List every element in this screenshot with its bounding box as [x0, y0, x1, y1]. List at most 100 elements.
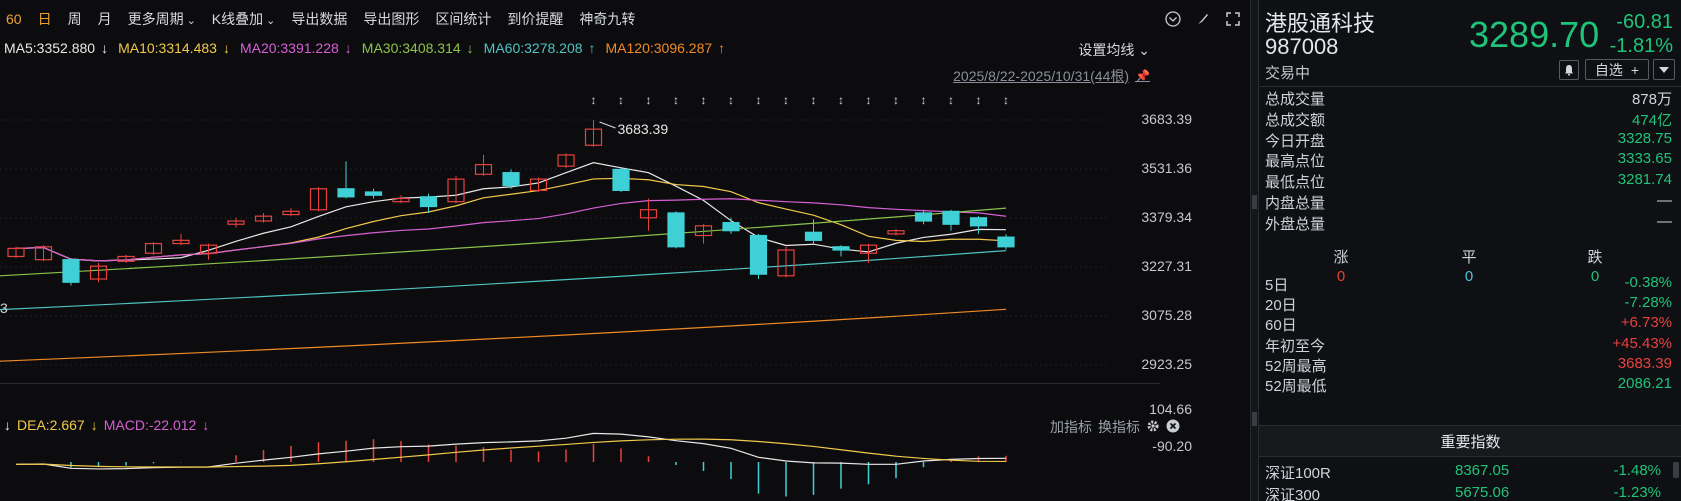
- toolbar-item[interactable]: 区间统计: [435, 11, 492, 27]
- toolbar-item[interactable]: 日: [37, 11, 52, 27]
- candle: [419, 196, 438, 208]
- pin-icon[interactable]: 📌: [1135, 69, 1150, 83]
- ma20-arrow-icon: ↓: [344, 40, 352, 56]
- chevron-down-icon: ⌄: [266, 15, 276, 27]
- ma20-line: [15, 198, 1007, 262]
- range-label[interactable]: 2025/8/22-2025/10/31(44根) 📌: [953, 66, 1150, 86]
- y-tick-label: 2923.25: [1141, 356, 1192, 372]
- candle: [227, 220, 245, 225]
- collapse-icon[interactable]: [1164, 10, 1182, 28]
- scroll-thumb[interactable]: [1252, 195, 1257, 209]
- toolbar-item[interactable]: 60: [6, 11, 22, 27]
- toolbar-item[interactable]: 导出图形: [363, 11, 420, 27]
- ma120-arrow-icon: ↑: [718, 40, 726, 56]
- toolbar-item[interactable]: 月: [97, 11, 112, 27]
- signal-marker: ↕: [591, 93, 597, 107]
- toolbar-item[interactable]: 周: [67, 11, 82, 27]
- stat-value: —: [1657, 192, 1672, 209]
- period-row: 60日 +6.73%: [1265, 314, 1672, 335]
- scrollbar[interactable]: [1250, 0, 1258, 501]
- close-icon[interactable]: [1166, 419, 1180, 436]
- candle: [62, 259, 80, 283]
- macd-tick-label: -90.20: [1152, 438, 1192, 454]
- range-text: 2025/8/22-2025/10/31(44根): [953, 68, 1130, 84]
- stat-row: 内盘总量 —: [1265, 192, 1672, 213]
- index-value: 8367.05: [1455, 462, 1510, 479]
- quote-panel: 港股通科技 987008 3289.70 -60.81 -1.81% 交易中 自…: [1258, 0, 1681, 501]
- candle: [722, 222, 740, 232]
- y-tick-label: 3227.31: [1141, 258, 1192, 274]
- down-label: 跌: [1587, 249, 1603, 266]
- signal-marker: ↕: [728, 93, 734, 107]
- index-row[interactable]: 深证300 5675.06 -1.23%: [1265, 484, 1675, 501]
- gear-icon[interactable]: [1146, 419, 1160, 436]
- index-row[interactable]: 深证100R 8367.05 -1.48%: [1265, 462, 1675, 484]
- period-label: 52周最高: [1265, 357, 1327, 375]
- toolbar-item[interactable]: 神奇九转: [579, 11, 636, 27]
- stat-label: 总成交额: [1265, 111, 1326, 129]
- stat-value: 3333.65: [1617, 150, 1672, 168]
- down-arrow-icon: ↓: [202, 417, 210, 433]
- ma120-line: [0, 308, 1007, 362]
- signal-marker: ↕: [618, 93, 624, 107]
- toolbar-item[interactable]: 到价提醒: [507, 11, 564, 27]
- scroll-thumb[interactable]: [1252, 412, 1257, 426]
- candle: [969, 217, 988, 227]
- main-chart-svg[interactable]: ↕ ↕ ↕ ↕ ↕ ↕ ↕ ↕ ↕ ↕ ↕ ↕ ↕ ↕ ↕ ↕ 3683.39: [0, 90, 1110, 380]
- down-arrow-icon: ↓: [90, 417, 98, 433]
- list-scroll-thumb[interactable]: [1673, 462, 1679, 478]
- stat-row: 最低点位 3281.74: [1265, 171, 1672, 192]
- candle: [914, 212, 933, 222]
- period-value: -7.28%: [1624, 294, 1672, 312]
- candle: [777, 249, 795, 277]
- toolbar-item[interactable]: 更多周期 ⌄: [127, 11, 196, 27]
- add-to-watchlist-button[interactable]: 自选 +: [1585, 59, 1649, 80]
- candle: [749, 234, 768, 275]
- bell-icon[interactable]: [1559, 60, 1579, 80]
- signal-marker: ↕: [811, 93, 817, 107]
- signal-marker: ↕: [866, 93, 872, 107]
- toolbar-item[interactable]: K线叠加 ⌄: [211, 11, 276, 27]
- stock-price: 3289.70: [1469, 14, 1600, 55]
- chevron-down-icon: ⌄: [1138, 42, 1150, 58]
- watchlist-dropdown[interactable]: [1653, 59, 1675, 80]
- index-value: 5675.06: [1455, 484, 1510, 501]
- ma60-arrow-icon: ↑: [588, 40, 596, 56]
- stat-value: 3281.74: [1617, 171, 1672, 189]
- stat-label: 今日开盘: [1265, 132, 1326, 150]
- important-index-header[interactable]: 重要指数: [1259, 425, 1681, 457]
- stat-row: 外盘总量 —: [1265, 213, 1672, 234]
- index-name: 深证300: [1265, 487, 1321, 501]
- change-value: -60.81: [1616, 11, 1673, 33]
- stock-name: 港股通科技: [1265, 11, 1376, 36]
- draw-brush-icon[interactable]: [1194, 10, 1212, 28]
- panel-divider: [0, 383, 1160, 384]
- ma-settings-label: 设置均线: [1078, 42, 1135, 58]
- period-label: 年初至今: [1265, 337, 1326, 355]
- period-value: +45.43%: [1612, 334, 1672, 352]
- toolbar-item[interactable]: 导出数据: [291, 11, 348, 27]
- ma30-arrow-icon: ↓: [466, 40, 474, 56]
- candle: [254, 215, 273, 222]
- fullscreen-icon[interactable]: [1224, 10, 1242, 28]
- index-name: 深证100R: [1265, 465, 1331, 482]
- candle: [612, 168, 630, 191]
- add-indicator-button[interactable]: 加指标: [1050, 419, 1092, 435]
- signal-marker: ↕: [921, 93, 927, 107]
- macd-chart-svg[interactable]: [0, 432, 1110, 501]
- candle: [942, 210, 960, 225]
- switch-indicator-button[interactable]: 换指标: [1098, 419, 1140, 435]
- period-row: 52周最低 2086.21: [1265, 375, 1672, 396]
- stock-change: -60.81 -1.81%: [1610, 10, 1673, 58]
- candle: [639, 209, 658, 219]
- candle: [832, 246, 850, 251]
- kline-chart-area[interactable]: 60 日周月更多周期 ⌄ K线叠加 ⌄ 导出数据 导出图形 区间统计 到价提醒 神奇九转 MA5:…: [0, 0, 1250, 501]
- candle: [667, 212, 685, 248]
- y-tick-label: 3379.34: [1141, 209, 1192, 225]
- signal-marker: ↕: [948, 93, 954, 107]
- stat-row: 今日开盘 3328.75: [1265, 130, 1672, 151]
- ma-settings-button[interactable]: 设置均线 ⌄: [1078, 40, 1150, 60]
- signal-marker: ↕: [838, 93, 844, 107]
- flat-label: 平: [1461, 249, 1477, 266]
- index-change: -1.23%: [1613, 484, 1661, 501]
